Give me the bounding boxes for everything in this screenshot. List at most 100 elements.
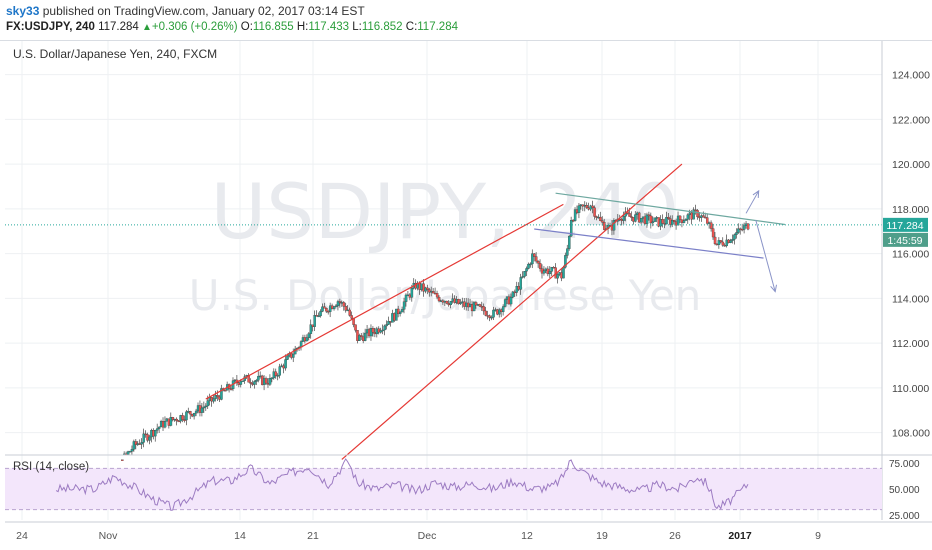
candle-body (309, 324, 313, 334)
candle-body (229, 388, 233, 390)
candle (731, 234, 734, 244)
candle-body (533, 253, 536, 257)
candle-body (422, 283, 425, 292)
candle (189, 410, 192, 420)
candle-body (156, 428, 159, 431)
candle-body (132, 441, 136, 450)
candle-body (682, 220, 686, 223)
candle (360, 332, 363, 340)
trendlines[interactable] (205, 163, 786, 460)
watermark-name: U.S. Dollar/Japanese Yen (189, 271, 702, 320)
candle-body (360, 335, 363, 338)
candle (313, 310, 316, 331)
candle (630, 211, 633, 221)
candle (381, 324, 384, 335)
candle (264, 376, 268, 385)
candle (490, 315, 493, 321)
candle (525, 266, 528, 276)
candle-body (204, 405, 208, 408)
candle-body (177, 420, 180, 423)
candle (622, 211, 625, 224)
candle (484, 306, 487, 317)
candle-body (719, 240, 723, 243)
candle (527, 262, 530, 270)
last-price-tag-text: 117.284 (886, 220, 923, 232)
candle-body (130, 449, 134, 452)
candle (348, 307, 351, 317)
candle (523, 271, 526, 279)
candle (696, 209, 699, 220)
candle-body (274, 371, 278, 376)
candle (634, 211, 637, 223)
candle-body (428, 289, 431, 293)
candle-body (711, 228, 715, 238)
trendline (341, 163, 683, 460)
candle-body (200, 407, 204, 413)
candle (713, 232, 717, 246)
candle-body (628, 213, 631, 217)
candle-body (126, 451, 130, 455)
candle-body (622, 216, 625, 221)
rsi-tick-label: 50.000 (889, 485, 920, 496)
rsi-pane[interactable]: 75.000 50.000 25.000 (5, 458, 920, 522)
symbol-label[interactable]: FX:USDJPY, 240 (6, 21, 95, 33)
candle-body (385, 324, 388, 327)
price-chart[interactable]: USDJPY, 240 U.S. Dollar/Japanese Yen U.S… (0, 40, 932, 550)
candle-body (556, 274, 559, 279)
candle (711, 223, 715, 240)
candle-body (459, 302, 462, 305)
candle-body (194, 410, 198, 414)
candle (459, 299, 462, 305)
candle (183, 415, 186, 423)
price-axis[interactable]: 124.000 122.000 120.000 118.000 116.000 114.0… (892, 70, 930, 440)
published-text: published on TradingView.com, January 02… (42, 4, 365, 18)
candle-body (410, 287, 414, 298)
candle-body (649, 215, 653, 224)
time-axis[interactable]: 24 Nov 14 21 Dec 12 19 26 2017 9 (16, 530, 821, 542)
candle (363, 328, 367, 342)
candle-body (276, 375, 280, 377)
countdown-tag-text: 1:45:59 (887, 235, 922, 247)
projection-arrow (755, 219, 776, 292)
candle-body (661, 219, 664, 224)
candle-body (490, 317, 493, 319)
price-tick-label: 118.000 (892, 204, 929, 216)
candle-body (183, 419, 186, 421)
candle-body (317, 315, 320, 318)
countdown-tag (883, 232, 928, 247)
candle (692, 207, 695, 220)
candle-body (342, 302, 346, 307)
candle (542, 266, 546, 276)
time-tick-label: 19 (596, 530, 608, 542)
candle-body (268, 378, 272, 385)
candle (665, 211, 668, 225)
candle (426, 284, 429, 295)
candle (531, 249, 534, 269)
candle (521, 271, 524, 279)
candle (432, 288, 435, 294)
author-link[interactable]: sky33 (6, 4, 40, 18)
candle (305, 334, 309, 342)
candle-body (525, 268, 528, 272)
candle-body (676, 215, 680, 226)
candle (709, 220, 713, 232)
price-tick-label: 122.000 (892, 114, 930, 126)
chart-title: U.S. Dollar/Japanese Yen, 240, FXCM (13, 47, 217, 61)
candle-body (358, 335, 361, 341)
candle-body (519, 277, 522, 290)
candle (371, 326, 375, 337)
candle-body (381, 329, 384, 332)
candle-body (216, 395, 219, 398)
candle (653, 217, 657, 222)
candle-body (667, 216, 670, 219)
trendline (534, 228, 764, 259)
candle-body (535, 256, 538, 262)
candle (163, 416, 167, 429)
candle (676, 211, 680, 226)
candle (435, 290, 439, 300)
time-tick-label: 14 (234, 530, 246, 542)
candle-body (325, 308, 328, 312)
price-tick-label: 120.000 (892, 159, 930, 171)
candle (733, 233, 736, 245)
candle-body (511, 291, 515, 298)
